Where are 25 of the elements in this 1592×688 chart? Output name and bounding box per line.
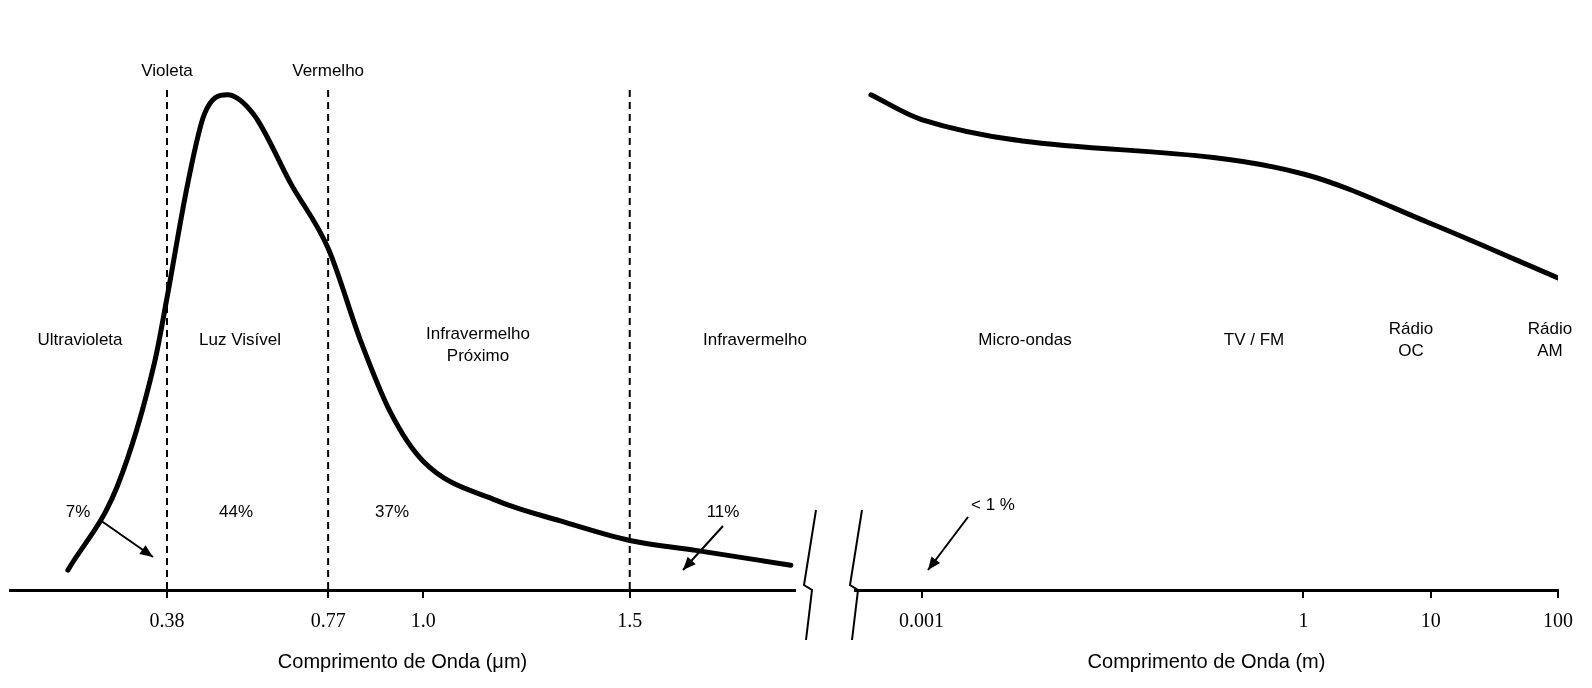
annotation: Micro-ondas	[978, 329, 1072, 349]
annotation: Infravermelho Próximo	[426, 323, 530, 365]
x-axis-title: Comprimento de Onda (μm)	[277, 649, 528, 672]
x-tick-label: 1.5	[617, 609, 643, 632]
x-tick-label: 10	[1420, 609, 1441, 632]
x-tick-label: 0.77	[310, 609, 346, 632]
annotation: 7%	[65, 501, 91, 521]
annotation: Infravermelho	[703, 329, 807, 349]
annotation: TV / FM	[1223, 329, 1285, 349]
annotation: 44%	[218, 501, 254, 521]
x-tick-label: 0.38	[149, 609, 185, 632]
annotation: 37%	[374, 501, 410, 521]
ref-line-label: Vermelho	[292, 61, 365, 81]
annotation: 11%	[706, 501, 740, 521]
x-tick-label: 0.001	[899, 609, 945, 632]
ref-line-label: Violeta	[141, 61, 194, 81]
annotation: Luz Visível	[199, 329, 281, 349]
x-tick-label: 1	[1298, 609, 1309, 632]
annotation: Rádio AM	[1527, 318, 1573, 360]
annotation: Rádio OC	[1388, 318, 1434, 360]
x-axis-title: Comprimento de Onda (m)	[1087, 649, 1326, 672]
annotation: < 1 %	[971, 494, 1015, 514]
annotation: Ultravioleta	[37, 329, 124, 349]
x-tick-label: 100	[1543, 609, 1573, 632]
x-tick-label: 1.0	[410, 609, 436, 632]
